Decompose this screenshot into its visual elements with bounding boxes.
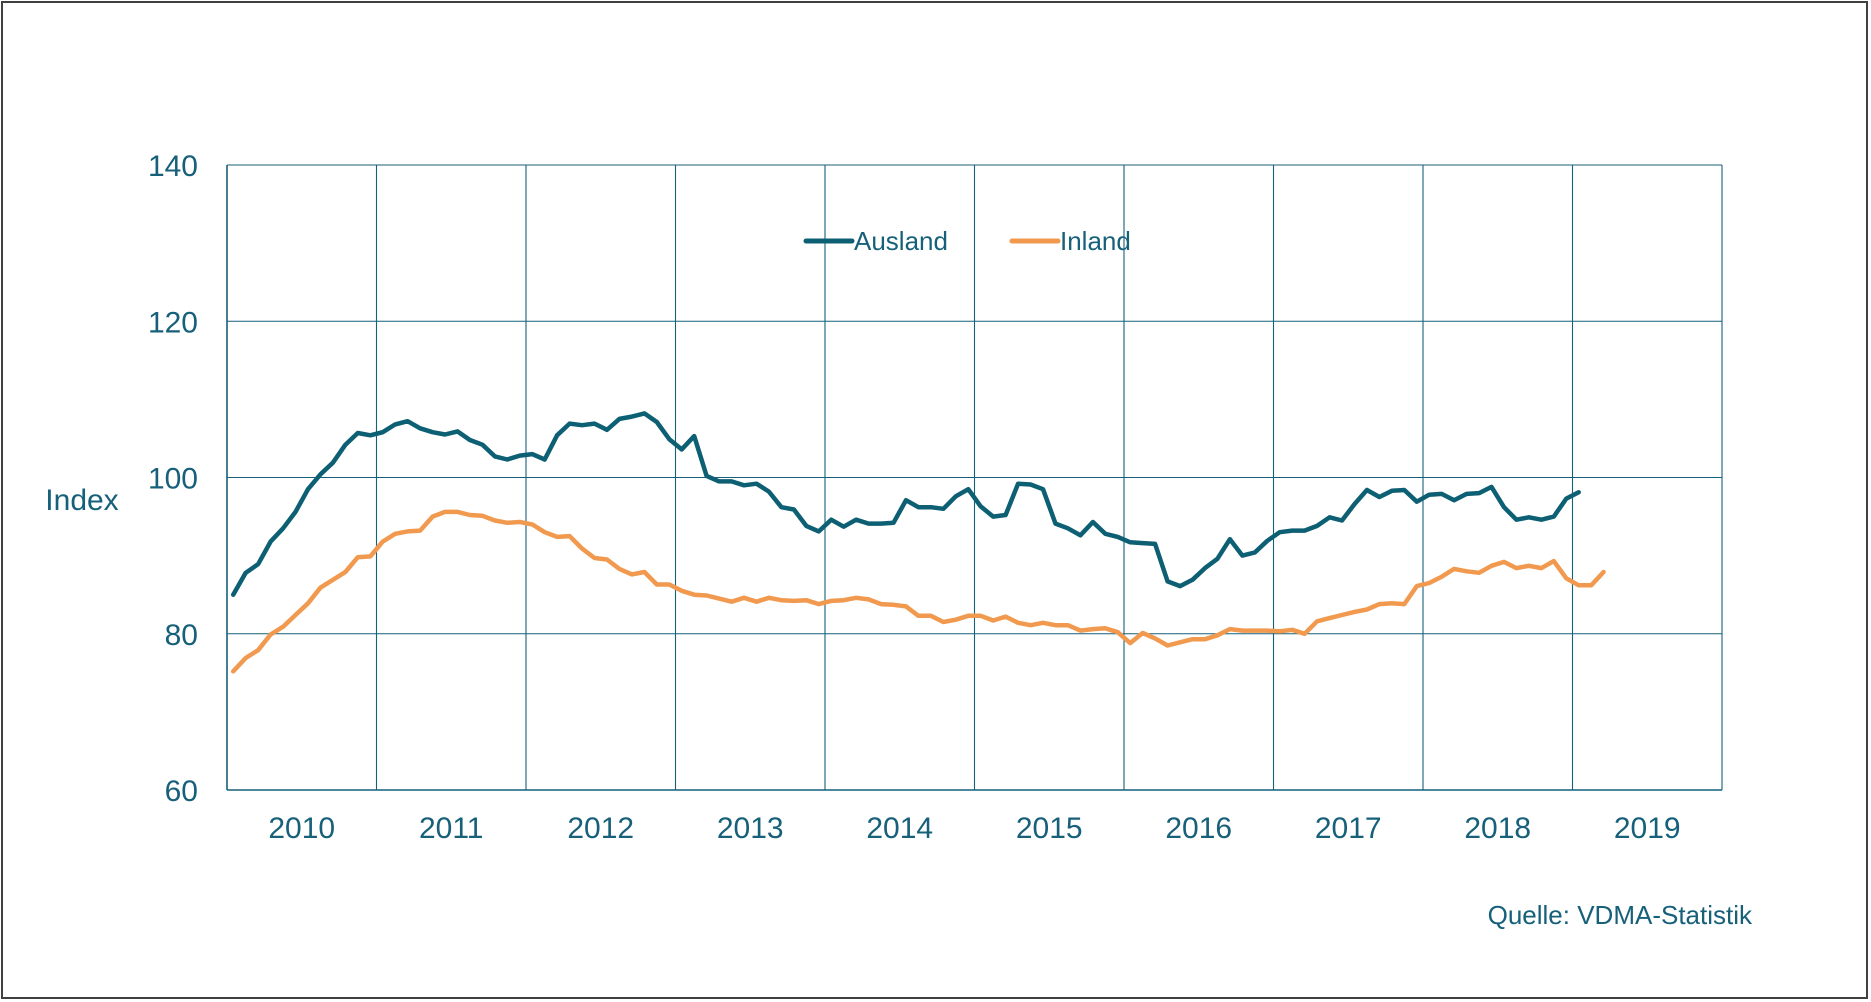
y-tick-label: 60 [165, 775, 198, 808]
x-tick-label: 2014 [866, 812, 933, 845]
y-axis-label: Index [45, 484, 118, 517]
y-tick-label: 140 [148, 150, 198, 183]
legend-label-inland: Inland [1060, 226, 1131, 256]
x-tick-label: 2011 [419, 812, 484, 845]
source-label: Quelle: VDMA-Statistik [1488, 900, 1753, 930]
series-line-ausland [230, 411, 1581, 597]
x-tick-label: 2015 [1016, 812, 1083, 845]
y-tick-label: 120 [148, 306, 198, 339]
x-tick-label: 2013 [717, 812, 784, 845]
x-tick-label: 2016 [1165, 812, 1232, 845]
x-tick-label: 2010 [268, 812, 335, 845]
y-tick-label: 80 [165, 619, 198, 652]
x-tick-label: 2018 [1464, 812, 1531, 845]
x-axis-ticks: 2010 2011 2012 2013 2014 2015 2016 2017 2018 2019 [268, 812, 1680, 845]
y-tick-label: 100 [148, 463, 198, 496]
legend: Ausland Inland [803, 226, 1131, 256]
x-tick-label: 2012 [567, 812, 634, 845]
series-lines [230, 411, 1606, 674]
x-tick-label: 2017 [1315, 812, 1382, 845]
x-tick-label: 2019 [1614, 812, 1681, 845]
series-line-inland [230, 509, 1606, 674]
legend-label-ausland: Ausland [854, 226, 948, 256]
grid [226, 164, 1723, 791]
y-axis-ticks: 60 80 100 120 140 [148, 150, 198, 808]
